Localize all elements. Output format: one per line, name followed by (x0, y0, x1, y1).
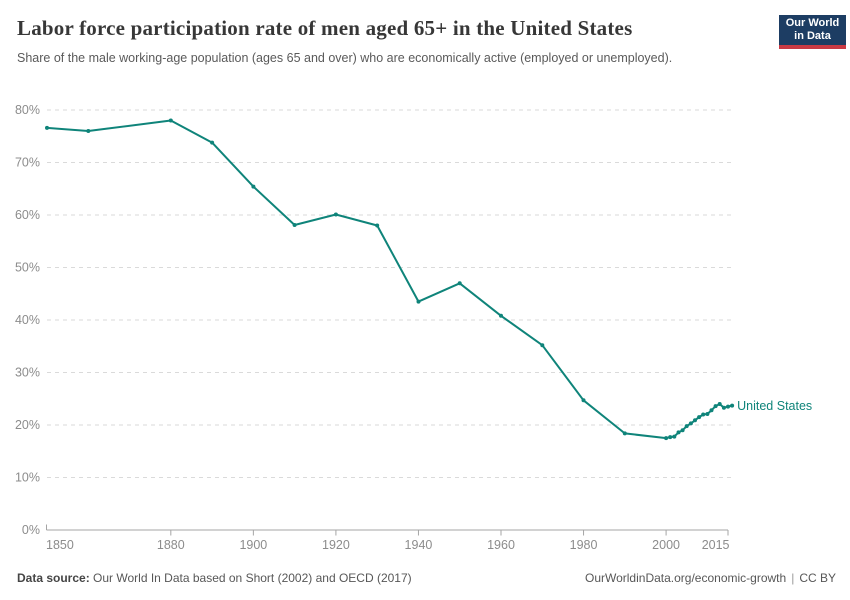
data-point (540, 343, 545, 348)
data-point (251, 184, 256, 189)
data-point (581, 398, 586, 403)
data-point (680, 428, 685, 433)
x-tick-label: 1980 (570, 538, 598, 552)
y-tick-label: 60% (15, 208, 40, 222)
owid-logo[interactable]: Our World in Data (779, 15, 846, 49)
x-tick-label: 1850 (46, 538, 74, 552)
y-tick-label: 10% (15, 471, 40, 485)
y-tick-label: 80% (15, 103, 40, 117)
y-tick-label: 30% (15, 366, 40, 380)
data-point (697, 415, 702, 420)
data-point (664, 436, 669, 441)
x-tick-label: 2000 (652, 538, 680, 552)
x-tick-label: 1900 (239, 538, 267, 552)
x-tick-label: 1940 (405, 538, 433, 552)
footer-source: Data source: Our World In Data based on … (17, 571, 412, 585)
data-point (457, 281, 462, 286)
x-tick-label: 2015 (702, 538, 730, 552)
y-tick-label: 0% (22, 523, 40, 537)
data-point (210, 140, 215, 145)
source-text: Our World In Data based on Short (2002) … (89, 571, 412, 585)
data-point (684, 424, 689, 429)
data-point (668, 435, 673, 440)
data-point (713, 404, 718, 409)
series-line (46, 119, 734, 440)
y-tick-label: 70% (15, 156, 40, 170)
data-point (499, 313, 503, 318)
x-tick-label: 1960 (487, 538, 515, 552)
data-point (688, 421, 693, 426)
footer-separator: | (791, 571, 795, 585)
data-point (709, 408, 714, 413)
series-label: United States (737, 399, 812, 413)
data-point (701, 412, 706, 417)
footer-link[interactable]: OurWorldinData.org/economic-growth (584, 571, 787, 585)
footer-attribution: OurWorldinData.org/economic-growth | CC BY (585, 571, 836, 585)
data-point (693, 418, 697, 423)
data-point (622, 431, 627, 436)
y-tick-label: 50% (15, 261, 40, 275)
data-point (86, 129, 91, 133)
data-point (721, 405, 726, 410)
owid-logo-line1: Our World (785, 17, 840, 29)
data-point (672, 434, 677, 439)
x-tick-label: 1880 (157, 538, 185, 552)
data-point (717, 402, 722, 406)
owid-logo-line2: in Data (794, 30, 831, 42)
data-point (726, 404, 730, 409)
footer-license: CC BY (799, 571, 836, 585)
data-point (168, 118, 173, 123)
data-point (676, 430, 681, 435)
data-point (416, 299, 421, 304)
data-point (333, 212, 338, 217)
data-point (730, 403, 735, 408)
chart-title: Labor force participation rate of men ag… (17, 16, 633, 40)
data-point (45, 125, 49, 130)
chart-subtitle: Share of the male working-age population… (17, 51, 673, 65)
y-tick-label: 20% (15, 418, 40, 432)
x-tick-label: 1920 (322, 538, 350, 552)
data-point (375, 223, 380, 228)
data-point (705, 412, 710, 416)
y-tick-label: 40% (15, 313, 40, 327)
data-point (292, 223, 297, 227)
chart-footer: Data source: Our World In Data based on … (17, 571, 836, 585)
source-label: Data source: (17, 571, 90, 585)
